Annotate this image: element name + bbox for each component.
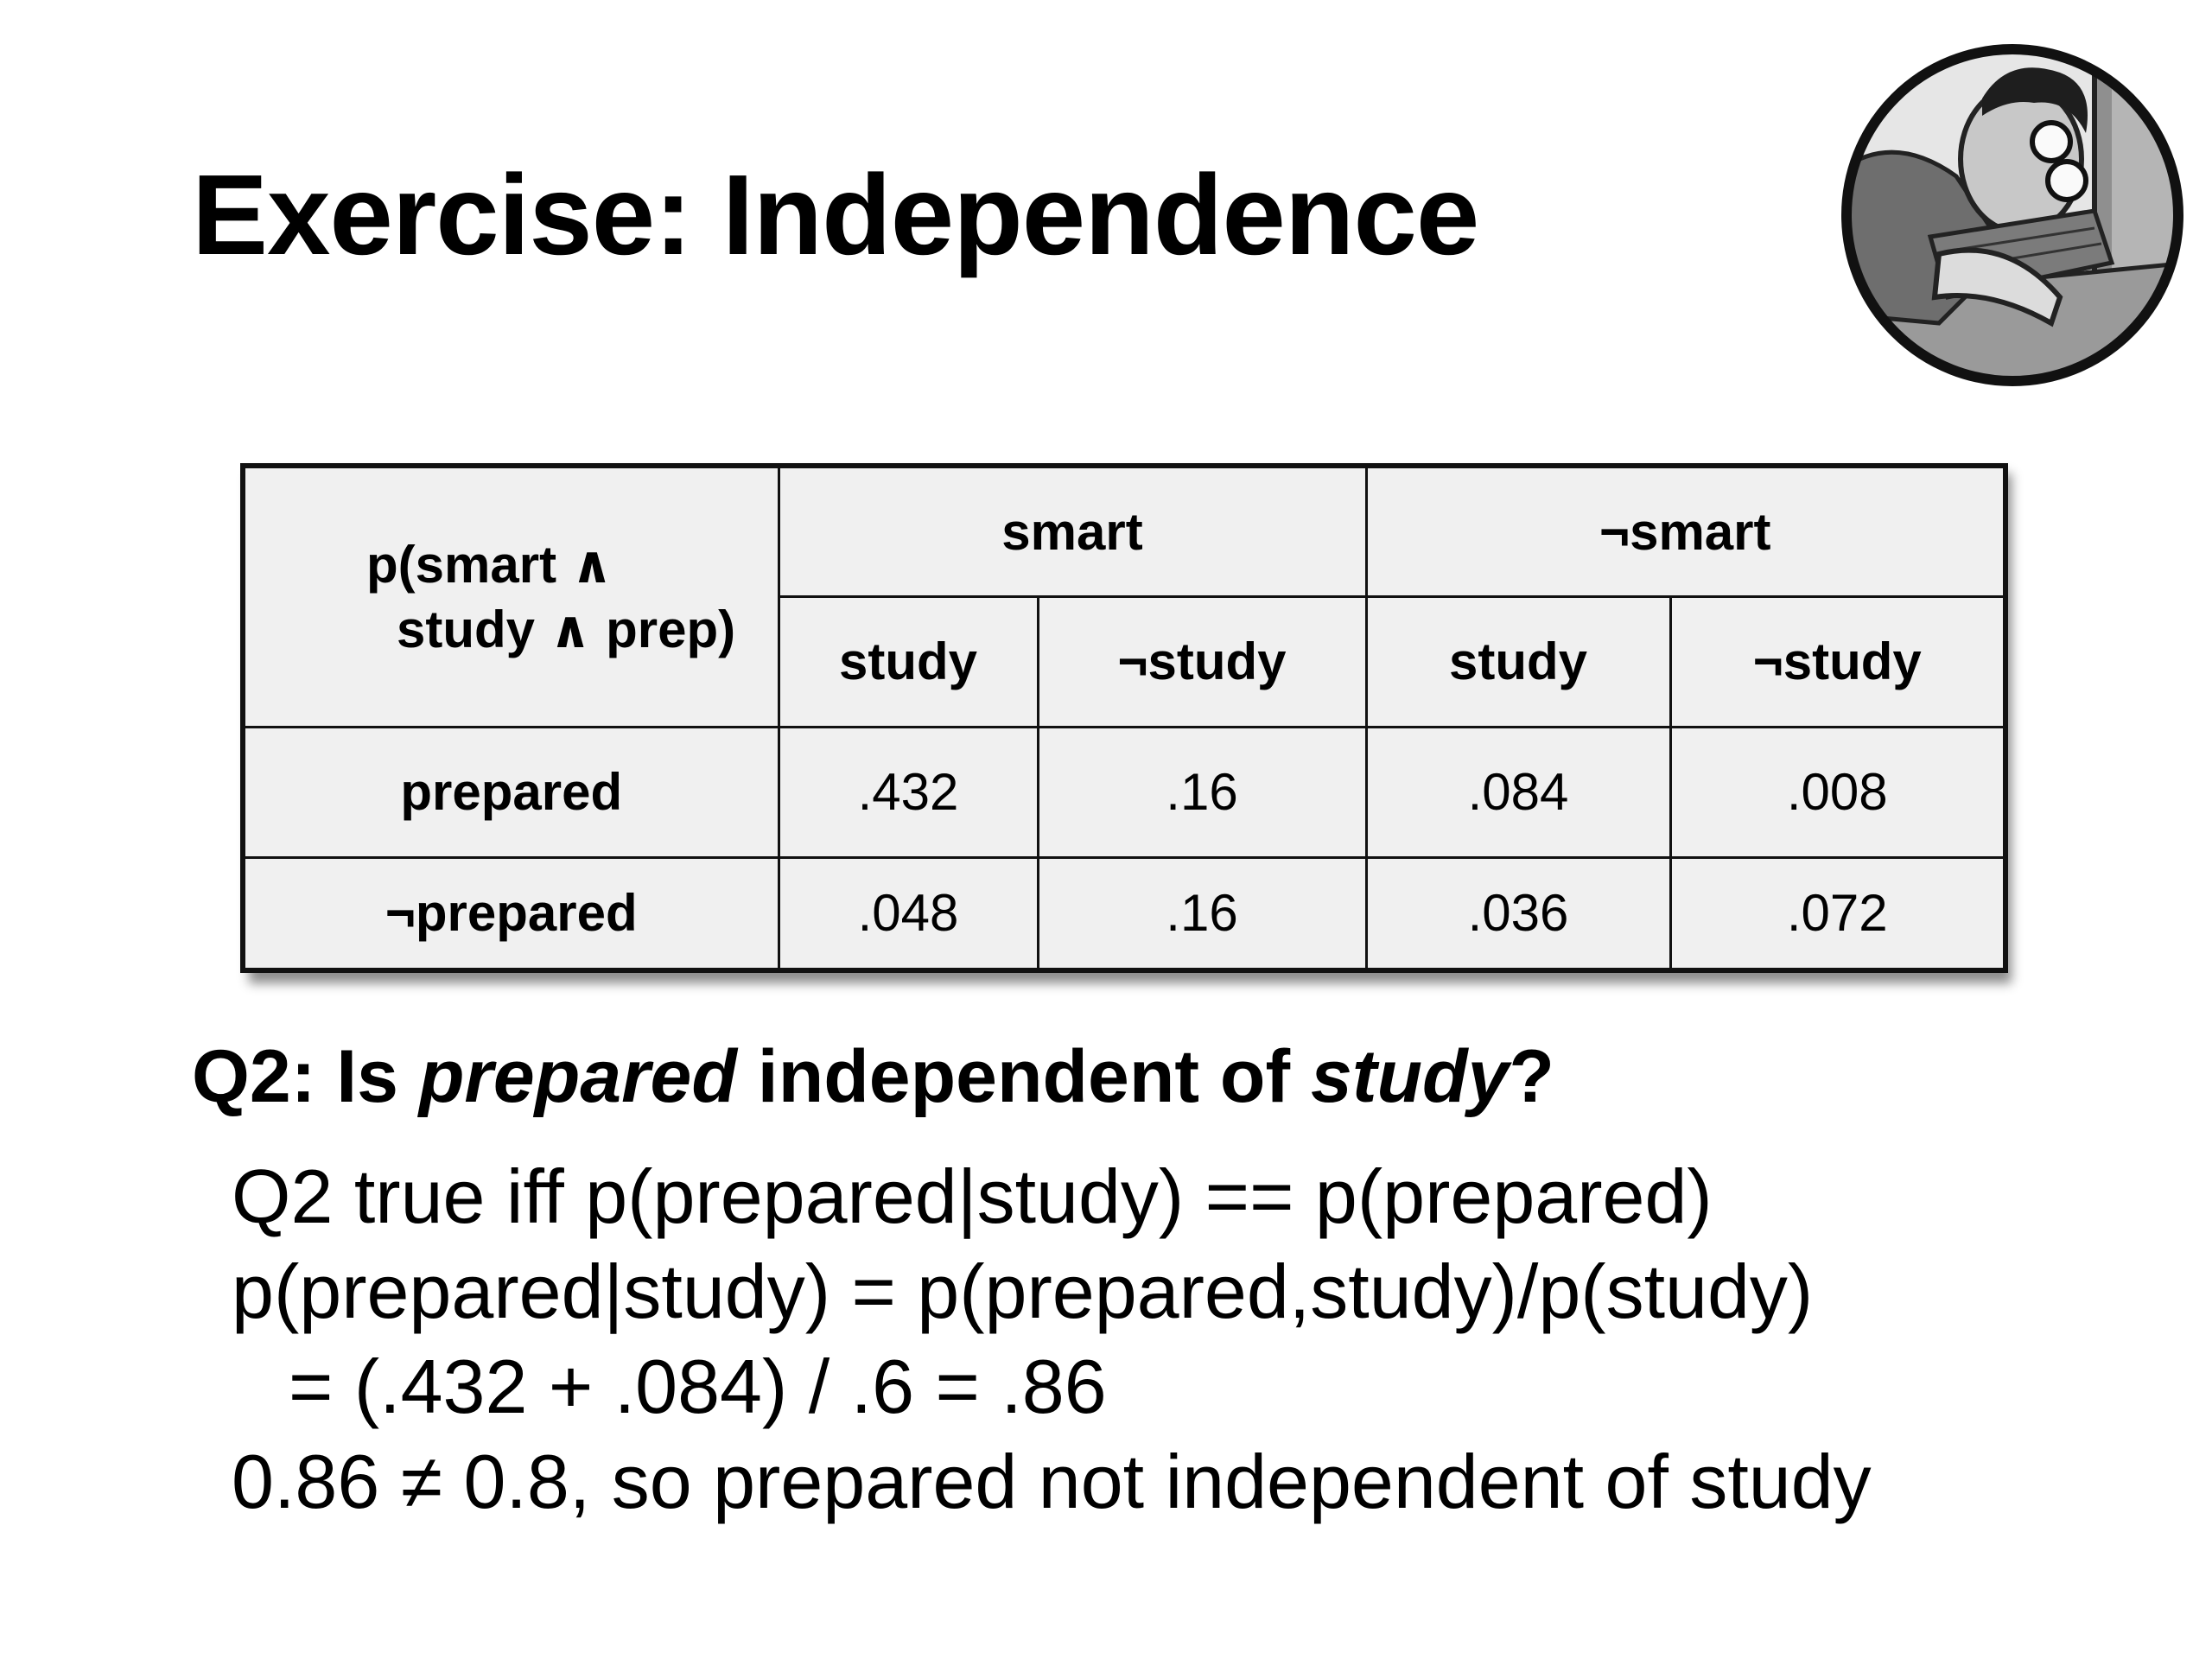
group-header-not-smart: ¬smart bbox=[1364, 464, 2007, 598]
question-middle: independent of bbox=[736, 1035, 1311, 1118]
table-cell: .084 bbox=[1364, 725, 1672, 859]
table-cell: .008 bbox=[1669, 725, 2007, 859]
row-label-not-prepared: ¬prepared bbox=[241, 855, 780, 972]
table-row: ¬prepared .048 .16 .036 .072 bbox=[241, 855, 2007, 972]
table-corner-header: p(smart ∧ study ∧ prep) bbox=[241, 464, 780, 728]
question-term-prepared: prepared bbox=[418, 1035, 737, 1118]
probability-table-container: p(smart ∧ study ∧ prep) smart ¬smart stu… bbox=[240, 463, 2009, 973]
answer-line: p(prepared|study) = p(prepared,study)/p(… bbox=[232, 1249, 1814, 1334]
table-row: prepared .432 .16 .084 .008 bbox=[241, 725, 2007, 859]
table-cell: .16 bbox=[1036, 855, 1368, 972]
sub-header-study: study bbox=[1364, 594, 1672, 728]
question-term-study: study bbox=[1310, 1035, 1510, 1118]
sleeping-programmer-icon bbox=[1835, 38, 2190, 392]
joint-probability-table: p(smart ∧ study ∧ prep) smart ¬smart stu… bbox=[240, 463, 2009, 973]
group-header-smart: smart bbox=[777, 464, 1368, 598]
table-cell: .072 bbox=[1669, 855, 2007, 972]
answer-line: Q2 true iff p(prepared|study) == p(prepa… bbox=[232, 1154, 1713, 1239]
slide-title: Exercise: Independence bbox=[192, 151, 1479, 278]
answer-block: Q2 true iff p(prepared|study) == p(prepa… bbox=[232, 1149, 1872, 1529]
sub-header-study: study bbox=[777, 594, 1039, 728]
question-suffix: ? bbox=[1509, 1035, 1554, 1118]
table-cell: .432 bbox=[777, 725, 1039, 859]
table-cell: .048 bbox=[777, 855, 1039, 972]
question-prefix: Q2: Is bbox=[192, 1035, 419, 1118]
table-cell: .16 bbox=[1036, 725, 1368, 859]
table-cell: .036 bbox=[1364, 855, 1672, 972]
row-label-prepared: prepared bbox=[241, 725, 780, 859]
answer-line: 0.86 ≠ 0.8, so prepared not independent … bbox=[232, 1439, 1872, 1524]
sub-header-not-study: ¬study bbox=[1036, 594, 1368, 728]
corner-line-2: study ∧ prep) bbox=[397, 600, 736, 658]
question-heading: Q2: Is prepared independent of study? bbox=[192, 1033, 1554, 1122]
sub-header-not-study: ¬study bbox=[1669, 594, 2007, 728]
answer-line: = (.432 + .084) / .6 = .86 bbox=[289, 1344, 1107, 1429]
corner-line-1: p(smart ∧ bbox=[366, 535, 613, 594]
